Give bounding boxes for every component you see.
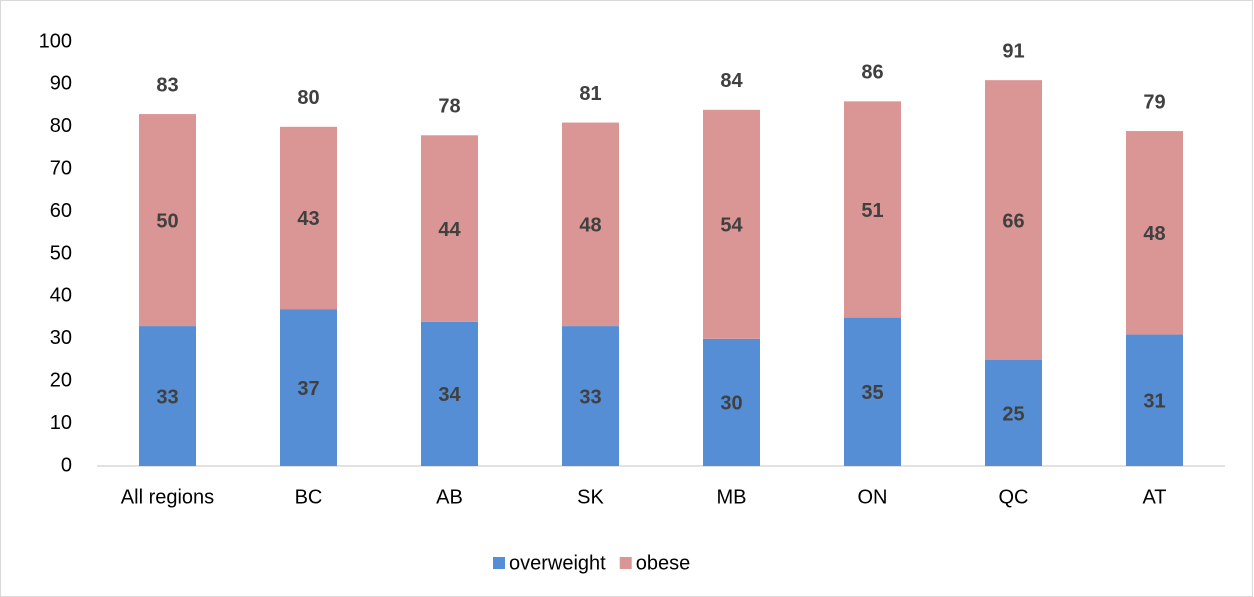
y-tick-label: 30 xyxy=(50,327,72,349)
data-label: 48 xyxy=(1143,223,1165,245)
bar-segment xyxy=(139,326,196,466)
x-tick-label: ON xyxy=(858,486,888,508)
y-tick-label: 100 xyxy=(39,30,72,52)
x-tick-label: QC xyxy=(999,486,1029,508)
bar-segment xyxy=(280,126,337,310)
data-label: 50 xyxy=(156,210,178,232)
total-label: 86 xyxy=(861,62,883,84)
bar-segment xyxy=(421,135,478,322)
bar-segment xyxy=(1126,334,1183,466)
bar-segment xyxy=(844,317,901,466)
data-label: 33 xyxy=(579,386,601,408)
total-label: 78 xyxy=(438,96,460,118)
y-tick-label: 60 xyxy=(50,200,72,222)
data-label: 37 xyxy=(297,378,319,400)
bar-segment xyxy=(703,338,760,466)
data-label: 33 xyxy=(156,386,178,408)
data-label: 31 xyxy=(1143,391,1165,413)
y-tick-label: 50 xyxy=(50,242,72,264)
bar-segment xyxy=(562,122,619,327)
total-label: 83 xyxy=(156,74,178,96)
data-label: 54 xyxy=(720,215,743,237)
bar-segment xyxy=(421,321,478,466)
x-tick-label: MB xyxy=(717,486,747,508)
bar-segment xyxy=(844,101,901,318)
data-label: 34 xyxy=(438,384,461,406)
data-label: 66 xyxy=(1002,210,1024,232)
data-label: 25 xyxy=(1002,403,1024,425)
data-label: 51 xyxy=(861,200,883,222)
total-label: 80 xyxy=(297,87,319,109)
y-tick-label: 40 xyxy=(50,285,72,307)
x-tick-label: BC xyxy=(295,486,323,508)
data-label: 44 xyxy=(438,219,461,241)
data-label: 30 xyxy=(720,393,742,415)
data-label: 48 xyxy=(579,215,601,237)
x-tick-label: AT xyxy=(1142,486,1166,508)
data-label: 35 xyxy=(861,382,883,404)
legend-label: obese xyxy=(636,552,691,574)
bar-segment xyxy=(562,326,619,466)
y-tick-label: 20 xyxy=(50,369,72,391)
total-label: 81 xyxy=(579,83,601,105)
x-tick-label: SK xyxy=(577,486,604,508)
legend-swatch xyxy=(619,557,632,569)
legend-swatch xyxy=(493,557,505,569)
bar-segment xyxy=(139,114,196,327)
legend-label: overweight xyxy=(509,552,606,574)
y-tick-label: 70 xyxy=(50,157,72,179)
y-tick-label: 10 xyxy=(50,412,72,434)
y-tick-label: 90 xyxy=(50,73,72,95)
data-label: 43 xyxy=(297,208,319,230)
bar-segment xyxy=(985,360,1042,466)
y-tick-label: 80 xyxy=(50,115,72,137)
y-tick-label: 0 xyxy=(61,454,72,476)
x-tick-label: AB xyxy=(436,486,463,508)
total-label: 84 xyxy=(720,70,743,92)
bar-segment xyxy=(1126,131,1183,335)
x-tick-label: All regions xyxy=(121,486,214,508)
bar-segment xyxy=(280,309,337,466)
total-label: 79 xyxy=(1143,91,1165,113)
bar-segment xyxy=(985,80,1042,360)
total-label: 91 xyxy=(1002,40,1024,62)
bar-segment xyxy=(703,109,760,339)
